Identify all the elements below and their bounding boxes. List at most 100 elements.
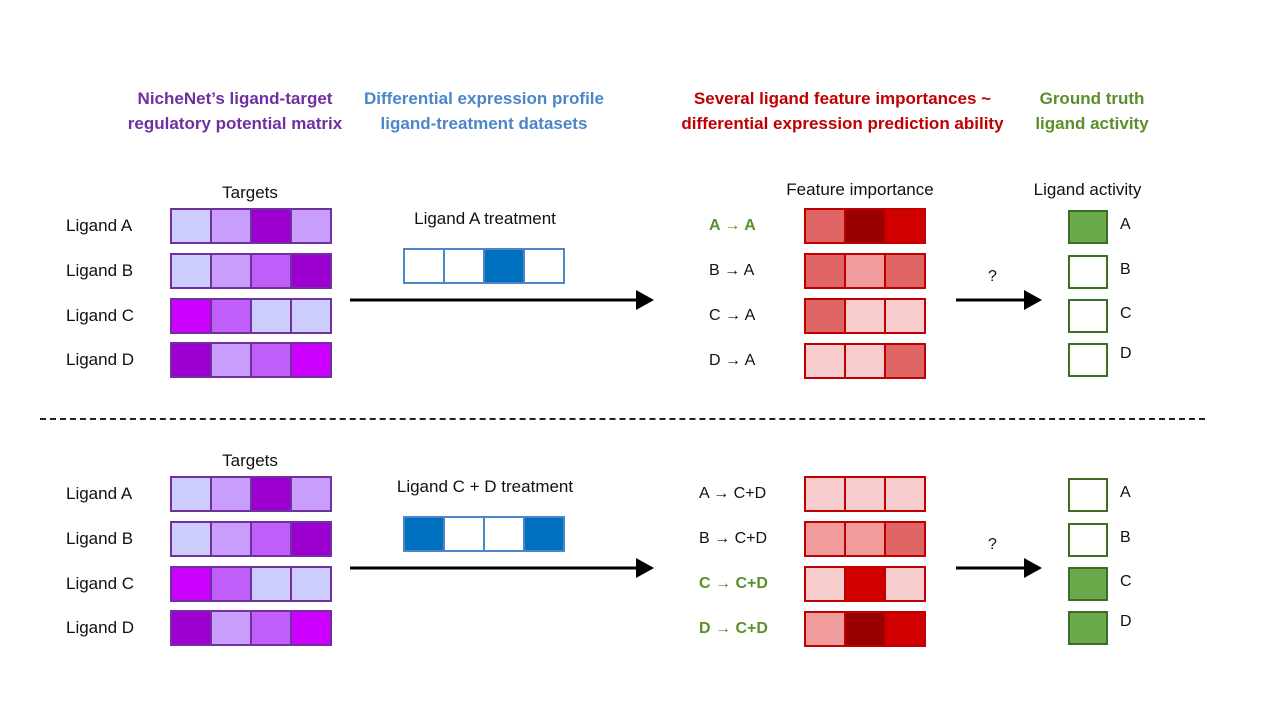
importance-header-line2: differential expression prediction abili…	[681, 114, 1004, 133]
ligand-target-row-cell	[210, 253, 252, 289]
feature-importance-row-cell	[844, 253, 886, 289]
feature-importance-row	[804, 298, 926, 334]
treatment-profile-cell	[523, 248, 565, 284]
feature-importance-row-cell	[884, 611, 926, 647]
ligand-activity-label: A	[1120, 484, 1131, 501]
ligand-target-row-cell	[250, 521, 292, 557]
ligand-target-row	[170, 610, 332, 646]
activity-arrow	[956, 558, 1042, 578]
feature-pair-label: A → A	[709, 217, 756, 234]
treatment-profile	[403, 516, 565, 552]
feature-importance-row-cell	[804, 343, 846, 379]
treatment-profile-cell	[523, 516, 565, 552]
ligand-target-row-cell	[170, 208, 212, 244]
feature-importance-row	[804, 253, 926, 289]
ligand-label: Ligand A	[66, 216, 133, 235]
ligand-activity-label: C	[1120, 573, 1132, 590]
feature-pair-label: C → C+D	[699, 575, 768, 592]
ligand-target-row-cell	[210, 566, 252, 602]
feature-importance-row	[804, 476, 926, 512]
treatment-profile-cell	[403, 248, 445, 284]
ligand-target-row-cell	[290, 298, 332, 334]
ligand-target-row-cell	[290, 476, 332, 512]
ligand-target-row-cell	[250, 298, 292, 334]
ligand-activity-box	[1068, 343, 1108, 377]
feature-importance-row-cell	[844, 298, 886, 334]
ligand-target-row-cell	[210, 521, 252, 557]
question-mark: ?	[988, 268, 997, 285]
feature-importance-row-cell	[884, 253, 926, 289]
ligand-target-row-cell	[290, 521, 332, 557]
ligand-target-row-cell	[210, 342, 252, 378]
matrix-header-line2: regulatory potential matrix	[127, 114, 343, 133]
feature-pair-label: A → C+D	[699, 485, 767, 502]
matrix-header-line1: NicheNet’s ligand-target	[137, 89, 333, 108]
ligand-activity-label: B	[1120, 261, 1131, 278]
treatment-profile	[403, 248, 565, 284]
ligand-target-row-cell	[170, 610, 212, 646]
feature-importance-row-cell	[844, 343, 886, 379]
feature-importance-row	[804, 611, 926, 647]
feature-importance-row-cell	[804, 476, 846, 512]
feature-importance-row-cell	[884, 566, 926, 602]
ligand-label: Ligand D	[66, 350, 135, 369]
feature-importance-row-cell	[804, 298, 846, 334]
treatment-profile-cell	[443, 248, 485, 284]
activity-arrow	[956, 290, 1042, 310]
feature-importance-row-cell	[844, 566, 886, 602]
feature-importance-row-cell	[804, 253, 846, 289]
ligand-target-row-cell	[290, 566, 332, 602]
ligand-target-row-cell	[290, 208, 332, 244]
ligand-activity-box	[1068, 255, 1108, 289]
ligand-activity-box	[1068, 523, 1108, 557]
question-mark: ?	[988, 536, 997, 553]
main-arrow	[350, 290, 654, 310]
ligand-activity-label: A	[1120, 216, 1131, 233]
ligand-activity-label: B	[1120, 529, 1131, 546]
feature-importance-row-cell	[844, 521, 886, 557]
expression-header-line2: ligand-treatment datasets	[380, 114, 588, 133]
ligand-target-row	[170, 342, 332, 378]
feature-importance-row	[804, 343, 926, 379]
ligand-label: Ligand C	[66, 574, 135, 593]
feature-importance-row	[804, 521, 926, 557]
treatment-label: Ligand A treatment	[414, 209, 556, 228]
ligand-target-row	[170, 298, 332, 334]
ligand-target-row-cell	[290, 610, 332, 646]
treatment-profile-cell	[483, 248, 525, 284]
ligand-target-row-cell	[250, 253, 292, 289]
ligand-target-row	[170, 521, 332, 557]
expression-header: Differential expression profile ligand-t…	[344, 86, 624, 136]
importance-header-line1: Several ligand feature importances ~	[693, 89, 992, 108]
ligand-target-row-cell	[170, 566, 212, 602]
treatment-profile-cell	[483, 516, 525, 552]
truth-header-line2: ligand activity	[1035, 114, 1149, 133]
ligand-activity-box	[1068, 567, 1108, 601]
feature-importance-row-cell	[804, 521, 846, 557]
ligand-target-row-cell	[290, 253, 332, 289]
expression-header-line1: Differential expression profile	[364, 89, 604, 108]
treatment-profile-cell	[443, 516, 485, 552]
feature-pair-label: C → A	[709, 307, 756, 324]
truth-header-line1: Ground truth	[1039, 89, 1145, 108]
feature-importance-row-cell	[884, 521, 926, 557]
ligand-target-row	[170, 208, 332, 244]
ligand-activity-title: Ligand activity	[1033, 180, 1142, 199]
feature-pair-label: B → A	[709, 262, 755, 279]
ligand-label: Ligand A	[66, 484, 133, 503]
treatment-label: Ligand C + D treatment	[396, 477, 574, 496]
feature-pair-label: B → C+D	[699, 530, 768, 547]
feature-importance-row-cell	[884, 476, 926, 512]
feature-importance-row-cell	[844, 476, 886, 512]
main-arrow	[350, 558, 654, 578]
feature-importance-row-cell	[884, 298, 926, 334]
targets-label: Targets	[222, 183, 278, 202]
feature-importance-row-cell	[804, 611, 846, 647]
ligand-target-row-cell	[170, 342, 212, 378]
feature-importance-row-cell	[844, 611, 886, 647]
ligand-label: Ligand D	[66, 618, 135, 637]
ligand-target-row-cell	[210, 610, 252, 646]
ligand-target-row-cell	[170, 253, 212, 289]
ligand-target-row-cell	[170, 298, 212, 334]
importance-header: Several ligand feature importances ~ dif…	[660, 86, 1025, 136]
